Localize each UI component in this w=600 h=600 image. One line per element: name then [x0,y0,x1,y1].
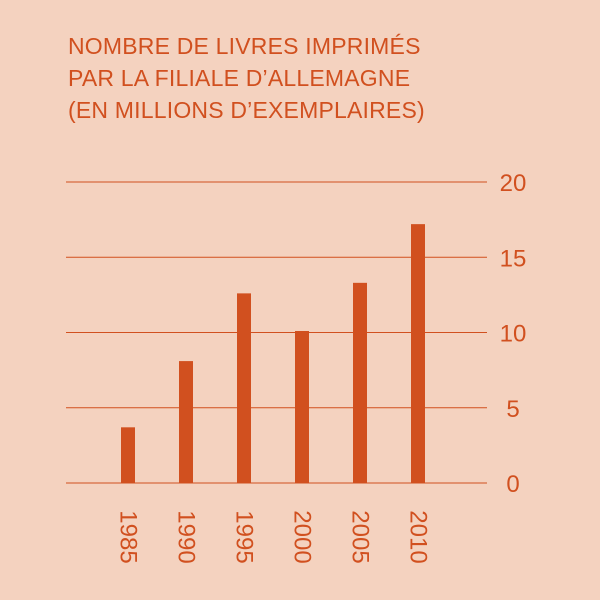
x-tick-label: 2010 [405,510,432,563]
x-tick-label: 2000 [289,510,316,563]
chart-title: NOMBRE DE LIVRES IMPRIMÉS PAR LA FILIALE… [68,30,425,126]
y-tick-label: 15 [500,245,527,272]
y-tick-label: 0 [506,471,519,498]
x-tick-label: 1995 [231,510,258,563]
title-line-1: NOMBRE DE LIVRES IMPRIMÉS [68,33,421,59]
y-tick-label: 10 [500,321,527,348]
title-line-3: (EN MILLIONS D’EXEMPLAIRES) [68,97,425,123]
bar-2010 [411,224,425,483]
bar-1985 [121,427,135,483]
y-tick-label: 5 [506,396,519,423]
x-tick-label: 2005 [347,510,374,563]
bar-2005 [353,282,367,483]
bar-1995 [237,293,251,483]
x-tick-label: 1985 [115,510,142,563]
x-tick-label: 1990 [173,510,200,563]
bar-1990 [179,361,193,483]
bar-2000 [295,330,309,483]
y-tick-label: 20 [500,170,527,197]
title-line-2: PAR LA FILIALE D’ALLEMAGNE [68,65,411,91]
